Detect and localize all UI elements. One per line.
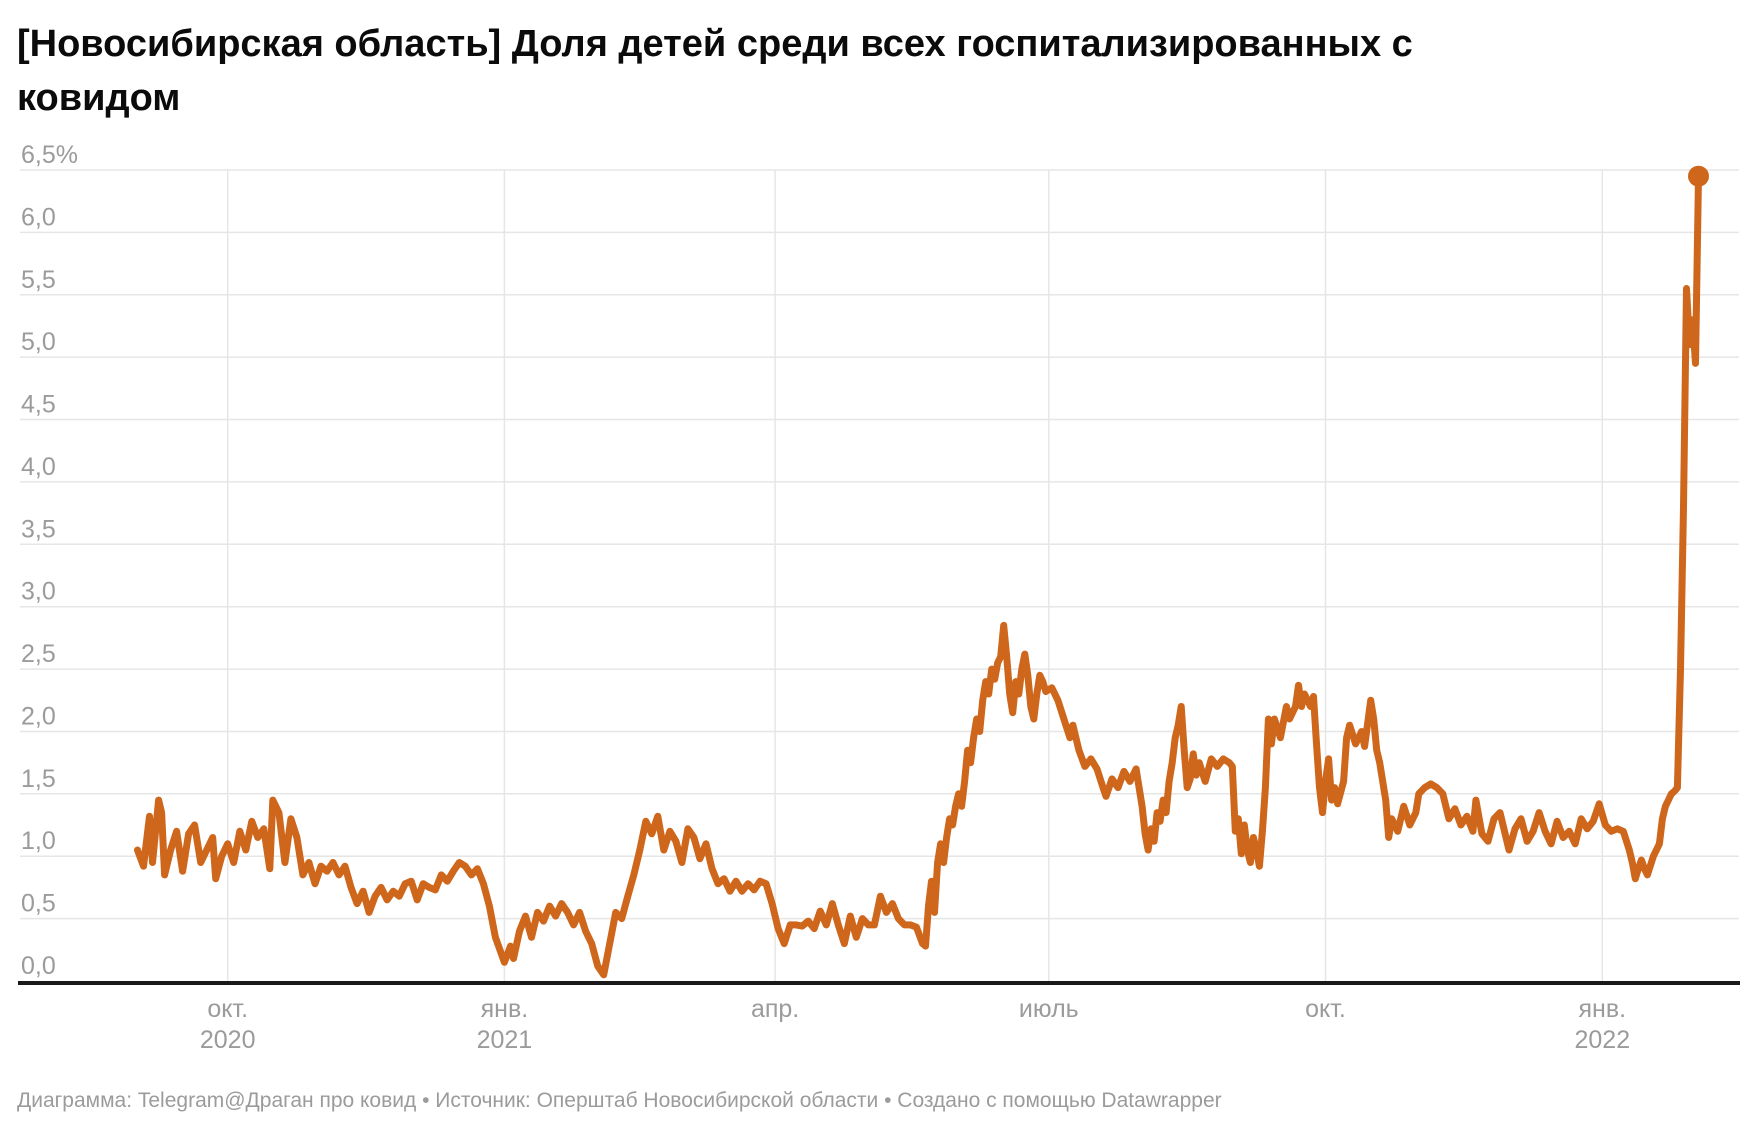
y-tick-label: 0,5 (21, 890, 56, 918)
y-tick-label: 4,5 (21, 391, 56, 419)
y-tick-label: 6,5% (21, 141, 78, 169)
y-tick-label: 1,0 (21, 827, 56, 855)
y-tick-label: 3,5 (21, 515, 56, 543)
y-tick-label: 1,5 (21, 765, 56, 793)
y-tick-label: 6,0 (21, 203, 56, 231)
x-tick-month: окт. (207, 995, 248, 1023)
y-tick-label: 4,0 (21, 453, 56, 481)
x-tick-month: янв. (481, 995, 529, 1023)
y-tick-label: 2,0 (21, 703, 56, 731)
y-tick-label: 3,0 (21, 578, 56, 606)
y-tick-label: 0,0 (21, 952, 56, 980)
x-tick-year: 2021 (477, 1026, 533, 1054)
series-line (134, 172, 1702, 979)
x-tick-month: апр. (751, 995, 799, 1023)
y-tick-label: 5,5 (21, 266, 56, 294)
x-tick-month: июль (1019, 995, 1079, 1023)
footer-credits: Диаграмма: Telegram@Драган про ковид • И… (17, 1089, 1222, 1112)
x-tick-month: янв. (1579, 995, 1627, 1023)
x-axis-labels: окт. 2020 янв. 2021 апр. июль окт. янв. 2022 (200, 995, 1630, 1054)
x-tick-year: 2022 (1574, 1026, 1630, 1054)
y-tick-label: 5,0 (21, 328, 56, 356)
y-tick-label: 2,5 (21, 640, 56, 668)
x-tick-month: окт. (1305, 995, 1346, 1023)
x-tick-year: 2020 (200, 1026, 256, 1054)
grid-layer (20, 169, 1739, 981)
endpoint-dot (1688, 165, 1709, 187)
y-axis-labels: 6,5% 6,0 5,5 5,0 4,5 4,0 3,5 3,0 2,5 2,0 1,5 1,0 0,5… (21, 141, 78, 980)
chart-title: [Новосибирская область] Доля детей среди… (17, 23, 1413, 119)
